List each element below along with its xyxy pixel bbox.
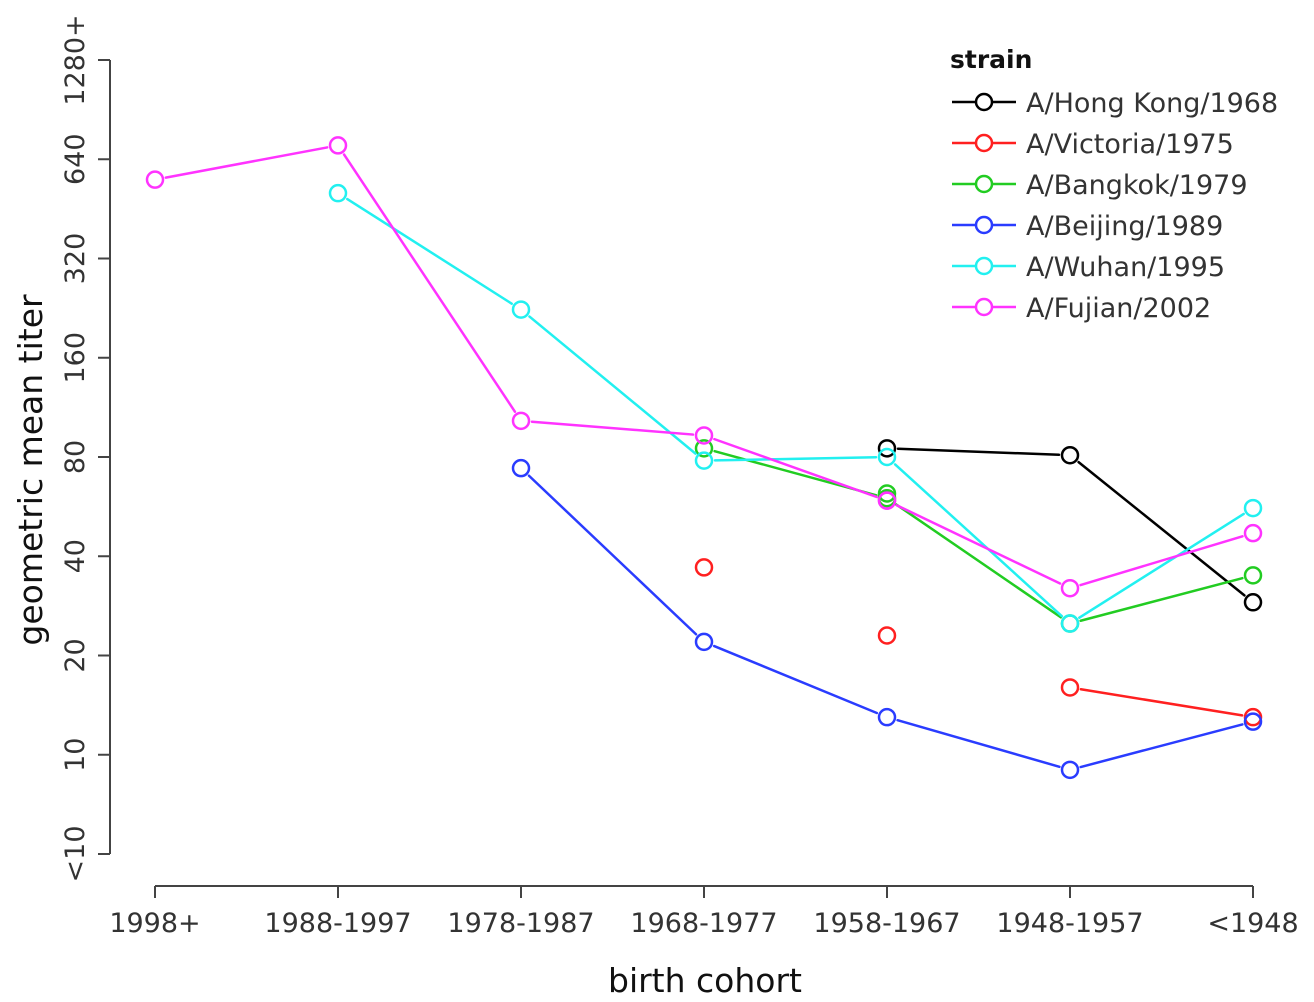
legend-title: strain: [950, 45, 1032, 74]
data-point: [1060, 614, 1080, 633]
x-tick-label: 1958-1967: [813, 908, 960, 939]
data-point: [877, 439, 897, 458]
series-line-segment: [713, 455, 878, 462]
series-line-segment: [530, 420, 695, 436]
y-tick-label: 40: [60, 539, 91, 573]
plot-series: [145, 136, 1263, 780]
series-line-segment: [1078, 512, 1245, 619]
y-tick-label: 10: [60, 738, 91, 772]
legend-item: A/Beijing/1989: [952, 211, 1223, 242]
series-line-segment: [896, 447, 1061, 457]
data-point: [694, 439, 714, 458]
data-point: [328, 183, 348, 203]
legend-label: A/Victoria/1975: [1026, 129, 1234, 160]
data-point: [511, 458, 531, 478]
data-point: [1060, 760, 1080, 780]
series-line-segment: [894, 503, 1063, 619]
data-point: [1243, 593, 1263, 612]
legend-item: A/Fujian/2002: [952, 293, 1211, 324]
data-point: [877, 626, 897, 645]
legend-label: A/Bangkok/1979: [1026, 170, 1248, 201]
legend-item: A/Wuhan/1995: [952, 252, 1225, 283]
data-point: [511, 300, 531, 319]
series-line-segment: [1077, 460, 1246, 597]
legend-marker: [974, 297, 994, 317]
series-line-segment: [528, 315, 697, 455]
series-line-segment: [895, 504, 1062, 585]
legend-marker: [974, 174, 994, 194]
series-line-segment: [1079, 535, 1244, 587]
y-tick-label: <10: [60, 826, 91, 883]
y-tick-label: 20: [60, 638, 91, 672]
data-point: [877, 447, 897, 467]
data-point: [1060, 678, 1080, 697]
x-tick-label: 1998+: [109, 908, 200, 939]
data-point: [877, 491, 897, 510]
series-line-segment: [346, 197, 513, 305]
y-tick-label: 1280+: [60, 14, 91, 105]
data-point: [511, 411, 531, 431]
legend-marker: [974, 215, 994, 235]
series-line-segment: [712, 644, 879, 715]
legend-marker: [974, 256, 994, 276]
x-axis: 1998+ 1988-1997 1978-1987 1968-1977 1958-196…: [109, 885, 1299, 939]
x-tick-label: 1968-1977: [630, 908, 777, 939]
series-line-segment: [527, 474, 698, 636]
data-point: [1243, 498, 1263, 518]
series-a-beijing-1989: [511, 458, 1263, 780]
y-axis-title: geometric mean titer: [11, 294, 50, 646]
data-point: [1243, 566, 1263, 585]
legend-label: A/Beijing/1989: [1026, 211, 1223, 242]
x-tick-label: <1948: [1207, 908, 1298, 939]
legend-marker: [974, 133, 994, 153]
legend-item: A/Victoria/1975: [952, 129, 1234, 160]
x-tick-label: 1978-1987: [447, 908, 594, 939]
series-line-segment: [1079, 576, 1244, 622]
data-point: [1060, 445, 1080, 465]
legend-label: A/Fujian/2002: [1026, 293, 1211, 324]
series-line-segment: [164, 146, 329, 179]
y-tick-label: 160: [60, 332, 91, 384]
y-axis: <10 10 20 40 80 160 320 640 1280+: [60, 14, 111, 883]
x-tick-label: 1988-1997: [264, 908, 411, 939]
data-point: [694, 451, 714, 470]
legend: strain A/Hong Kong/1968 A/Victoria/1975 A/…: [950, 45, 1278, 324]
series-a-fujian-2002: [145, 136, 1263, 598]
y-tick-label: 320: [60, 233, 91, 285]
data-point: [694, 558, 714, 577]
data-point: [877, 707, 897, 727]
y-tick-label: 640: [60, 133, 91, 185]
data-point: [145, 170, 165, 189]
series-a-victoria-1975: [694, 558, 1263, 727]
legend-label: A/Hong Kong/1968: [1026, 88, 1278, 119]
data-point: [1060, 578, 1080, 598]
x-tick-label: 1948-1957: [996, 908, 1143, 939]
y-tick-label: 80: [60, 440, 91, 474]
series-line-segment: [893, 463, 1064, 618]
legend-label: A/Wuhan/1995: [1026, 252, 1225, 283]
series-line-segment: [1079, 687, 1244, 717]
legend-item: A/Bangkok/1979: [952, 170, 1248, 201]
data-point: [1243, 523, 1263, 543]
legend-marker: [974, 92, 994, 112]
data-point: [877, 484, 897, 503]
series-line-segment: [713, 437, 878, 499]
series-line-segment: [342, 153, 517, 413]
series-line-segment: [1079, 723, 1244, 769]
legend-item: A/Hong Kong/1968: [952, 88, 1278, 119]
x-axis-title: birth cohort: [608, 961, 802, 1000]
data-point: [694, 426, 714, 445]
data-point: [328, 136, 348, 155]
series-a-hong-kong-1968: [877, 439, 1263, 612]
series-line-segment: [896, 718, 1061, 769]
data-point: [694, 632, 714, 652]
series-a-bangkok-1979: [694, 439, 1263, 633]
data-point: [1243, 712, 1263, 731]
series-a-wuhan-1995: [328, 183, 1263, 633]
